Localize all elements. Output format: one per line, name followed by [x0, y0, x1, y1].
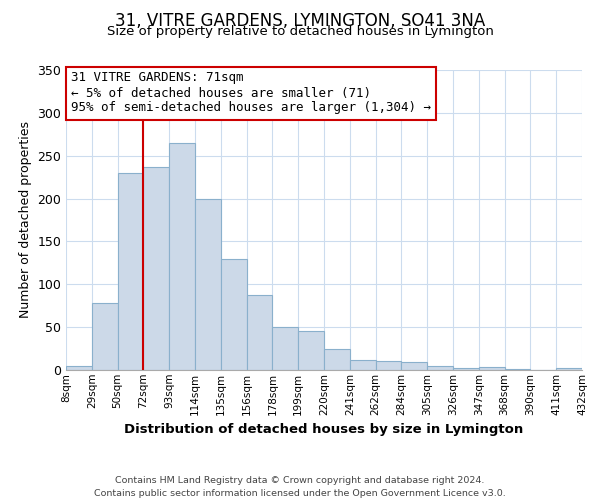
Bar: [169, 143, 195, 370]
Bar: [143, 167, 169, 370]
Bar: [92, 303, 118, 370]
Bar: [118, 173, 143, 370]
Text: 31, VITRE GARDENS, LYMINGTON, SO41 3NA: 31, VITRE GARDENS, LYMINGTON, SO41 3NA: [115, 12, 485, 30]
Bar: [505, 369, 530, 370]
Text: Size of property relative to detached houses in Lymington: Size of property relative to detached ho…: [107, 25, 493, 38]
Bar: [66, 366, 92, 370]
Bar: [479, 366, 505, 370]
Bar: [427, 366, 453, 370]
Bar: [195, 198, 221, 370]
Bar: [272, 327, 298, 370]
Bar: [453, 368, 479, 370]
Bar: [350, 360, 376, 370]
Bar: [376, 362, 401, 370]
Text: Contains HM Land Registry data © Crown copyright and database right 2024.
Contai: Contains HM Land Registry data © Crown c…: [94, 476, 506, 498]
Bar: [556, 368, 582, 370]
Y-axis label: Number of detached properties: Number of detached properties: [19, 122, 32, 318]
Bar: [221, 258, 247, 370]
Bar: [324, 348, 350, 370]
Text: 31 VITRE GARDENS: 71sqm
← 5% of detached houses are smaller (71)
95% of semi-det: 31 VITRE GARDENS: 71sqm ← 5% of detached…: [71, 72, 431, 114]
X-axis label: Distribution of detached houses by size in Lymington: Distribution of detached houses by size …: [124, 423, 524, 436]
Bar: [298, 330, 324, 370]
Bar: [401, 362, 427, 370]
Bar: [247, 296, 272, 370]
